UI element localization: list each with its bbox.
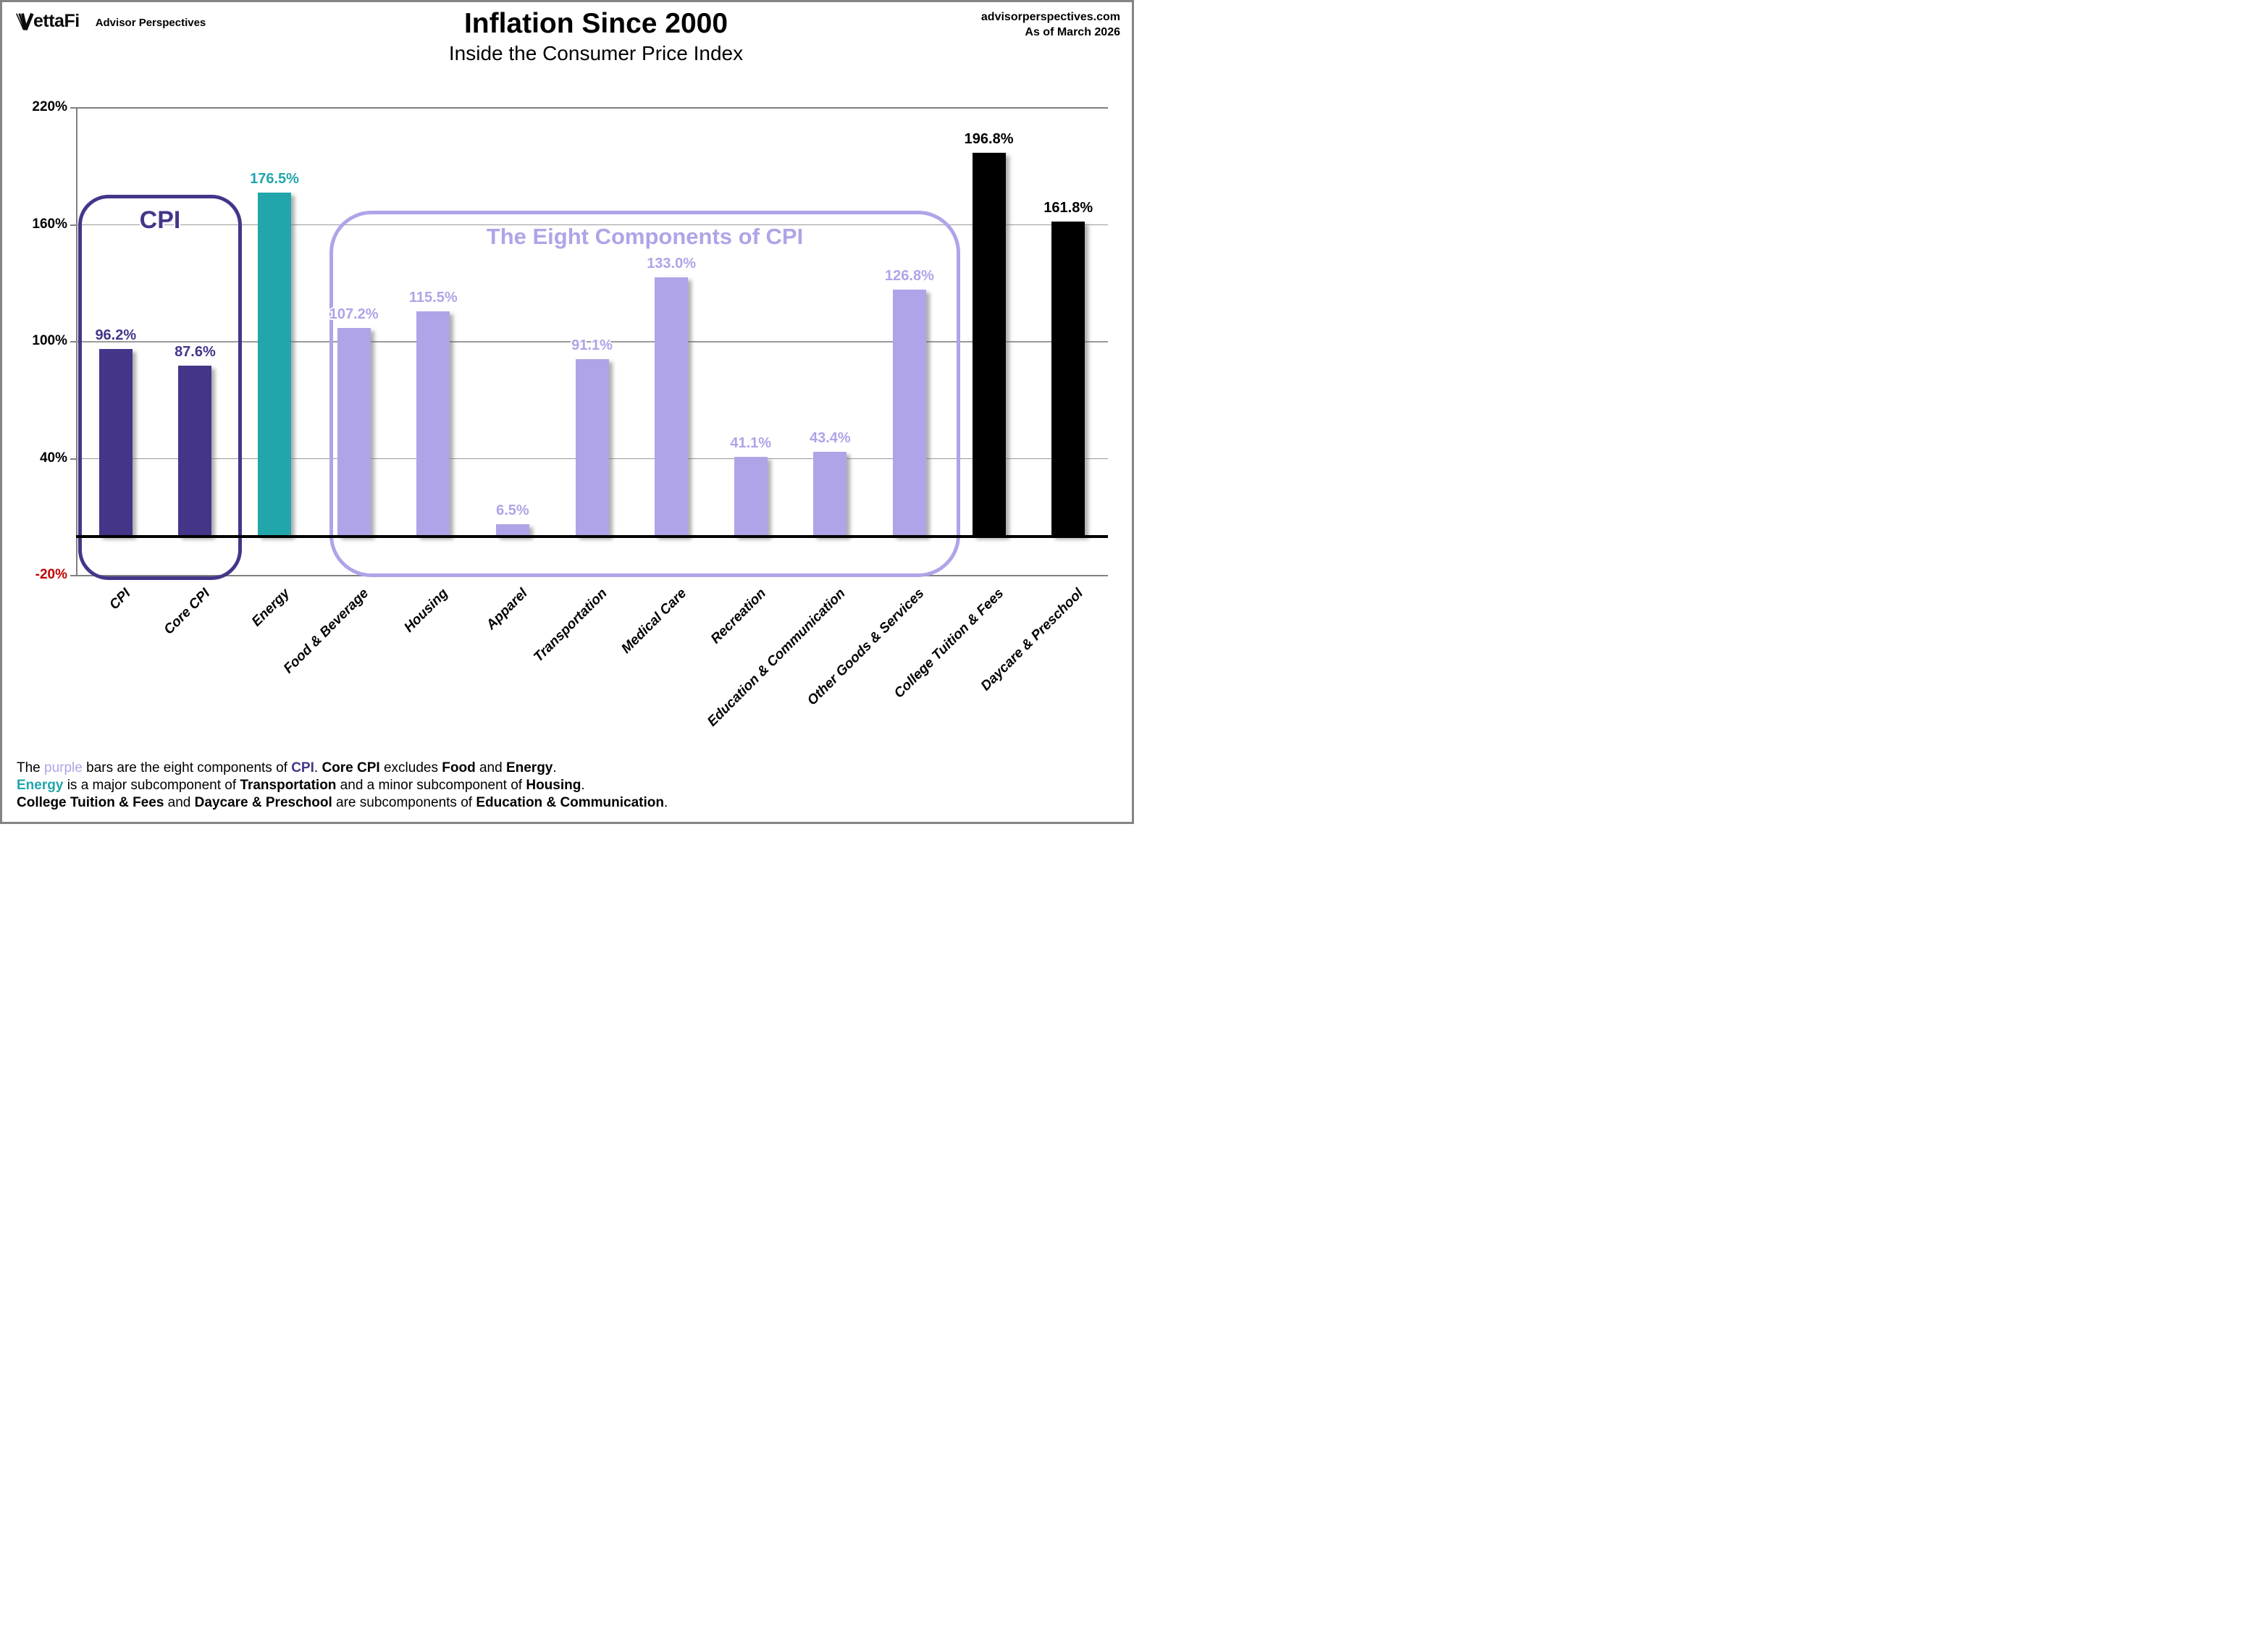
y-tick-mark [70,107,76,109]
bar-value-label: 133.0% [647,256,697,272]
cpi-group-title: CPI [139,206,181,234]
vettafi-wordmark: ettaFi [33,11,80,31]
bar-daycare-preschool [1051,221,1085,537]
bar-value-label: 41.1% [730,434,772,451]
y-tick-mark [70,341,76,342]
y-tick-label: -20% [35,567,67,582]
bar-value-label: 87.6% [175,344,216,361]
bar-energy [258,193,292,537]
bar-value-label: 91.1% [571,337,613,353]
source-block: advisorperspectives.com As of March 2026 [981,9,1120,40]
as-of-date: As of March 2026 [1025,26,1120,38]
cpi-group-box [78,195,242,580]
bar-cpi [98,349,133,537]
bar-value-label: 6.5% [496,502,529,518]
components-group-title: The Eight Components of CPI [486,224,804,249]
bar-other-goods-services [892,289,926,537]
bar-value-label: 196.8% [964,131,1014,148]
bar-value-label: 176.5% [250,171,299,188]
brand-name: Advisor Perspectives [95,16,206,29]
bar-apparel [495,524,529,537]
page-title: Inflation Since 2000 [463,8,728,39]
footnote-text: College Tuition & Fees [17,795,164,810]
bar-housing [416,311,450,537]
bar-college-tuition-fees [972,153,1006,537]
footnote-text: Daycare & Preschool [194,795,332,810]
footnote-text: Core CPI [322,760,380,775]
bar-value-label: 107.2% [329,306,379,322]
category-label-housing: Housing [401,586,452,636]
y-tick-label: 40% [39,450,67,466]
footnote-text: . [314,760,322,775]
footnote-text: Food [442,760,476,775]
footnote-text: Transportation [240,778,337,793]
footnote-text: . [581,778,585,793]
gridline [76,341,1108,342]
bar-food-beverage [337,327,371,537]
bar-value-label: 115.5% [408,290,458,306]
footnote-text: excludes [379,760,442,775]
footnote-text: and [475,760,506,775]
footnote-line: The purple bars are the eight components… [17,760,668,777]
gridline [76,224,1108,225]
category-label-food-beverage: Food & Beverage [281,586,372,677]
footnote-text: Education & Communication [476,795,665,810]
footnote-text: Energy [17,778,64,793]
footnotes: The purple bars are the eight components… [17,760,668,812]
category-label-cpi: CPI [106,586,134,613]
gridline [76,107,1108,109]
bar-medical-care [655,277,689,537]
y-tick-mark [70,575,76,576]
category-label-education-communication: Education & Communication [704,586,849,730]
components-group-box [329,211,960,577]
category-label-apparel: Apparel [483,586,531,633]
bar-value-label: 43.4% [809,430,851,447]
footnote-line: Energy is a major subcomponent of Transp… [17,777,668,794]
zero-baseline [76,535,1108,539]
bar-value-label: 96.2% [95,327,137,344]
title-block: Inflation Since 2000 Inside the Consumer… [56,8,1132,66]
footnote-line: College Tuition & Fees and Daycare & Pre… [17,794,668,812]
footnote-text: and [164,795,195,810]
category-label-core-cpi: Core CPI [161,586,214,638]
bar-education-communication [813,452,847,537]
y-tick-label: 160% [32,216,67,232]
y-tick-label: 220% [32,99,67,114]
bar-value-label: 126.8% [885,267,934,284]
footnote-text: Energy [505,760,553,775]
footnote-text: . [664,795,668,810]
vettafi-v-icon [16,12,34,30]
footnote-text: The [17,760,45,775]
source-url: advisorperspectives.com [980,11,1120,23]
footnote-text: purple [44,760,83,775]
footnote-text: . [553,760,557,775]
infographic-page: ettaFi Advisor Perspectives Inflation Si… [0,0,1134,824]
bar-core-cpi [178,366,212,537]
bar-value-label: 161.8% [1043,199,1093,216]
footnote-text: bars are the eight components of [82,760,292,775]
logo-row: ettaFi Advisor Perspectives [15,11,206,32]
y-tick-mark [70,224,76,226]
vettafi-logo: ettaFi [15,11,80,32]
footnote-text: Housing [526,778,581,793]
footnote-text: CPI [291,760,314,775]
footnote-text: and a minor subcomponent of [336,778,526,793]
y-tick-label: 100% [32,333,67,348]
footnote-text: is a major subcomponent of [63,778,240,793]
category-label-medical-care: Medical Care [618,586,689,657]
y-tick-mark [70,458,76,460]
category-label-transportation: Transportation [530,586,610,665]
category-label-recreation: Recreation [707,586,769,647]
bar-recreation [734,456,768,537]
page-subtitle: Inside the Consumer Price Index [448,42,744,64]
bar-transportation [575,358,609,537]
category-label-energy: Energy [248,586,293,630]
footnote-text: are subcomponents of [332,795,476,810]
